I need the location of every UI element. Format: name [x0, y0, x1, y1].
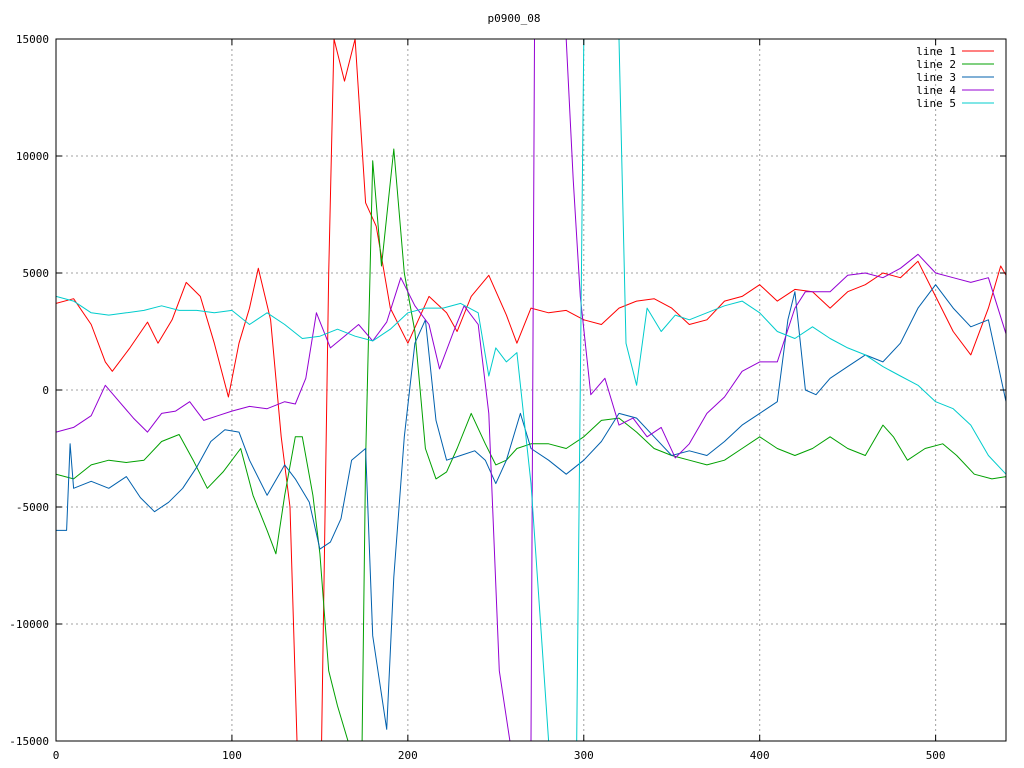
x-tick-label: 100 — [222, 749, 242, 762]
legend-label: line 5 — [916, 97, 956, 110]
legend-label: line 3 — [916, 71, 956, 84]
legend-label: line 4 — [916, 84, 956, 97]
y-tick-label: 5000 — [23, 267, 50, 280]
x-tick-label: 300 — [574, 749, 594, 762]
axis-ticks: 0 100 200 300 400 500 -15000 -10000 -5000 0 5000 10… — [9, 33, 1006, 762]
series-line-5 — [56, 39, 1006, 741]
series-line-3 — [56, 284, 1006, 730]
y-tick-label: 10000 — [16, 150, 49, 163]
y-tick-label: 0 — [42, 384, 49, 397]
x-tick-label: 500 — [926, 749, 946, 762]
y-tick-label: 15000 — [16, 33, 49, 46]
x-tick-label: 0 — [53, 749, 60, 762]
chart-title: p0900_08 — [488, 12, 541, 25]
y-tick-label: -15000 — [9, 735, 49, 748]
legend-label: line 1 — [916, 45, 956, 58]
series-line-2 — [56, 148, 1006, 741]
series-line-1 — [56, 39, 1006, 741]
series-line-4 — [56, 39, 1006, 741]
x-tick-label: 400 — [750, 749, 770, 762]
legend-label: line 2 — [916, 58, 956, 71]
x-tick-label: 200 — [398, 749, 418, 762]
grid-lines — [56, 39, 1006, 741]
y-tick-label: -5000 — [16, 501, 49, 514]
y-tick-label: -10000 — [9, 618, 49, 631]
series-layer — [56, 39, 1006, 741]
